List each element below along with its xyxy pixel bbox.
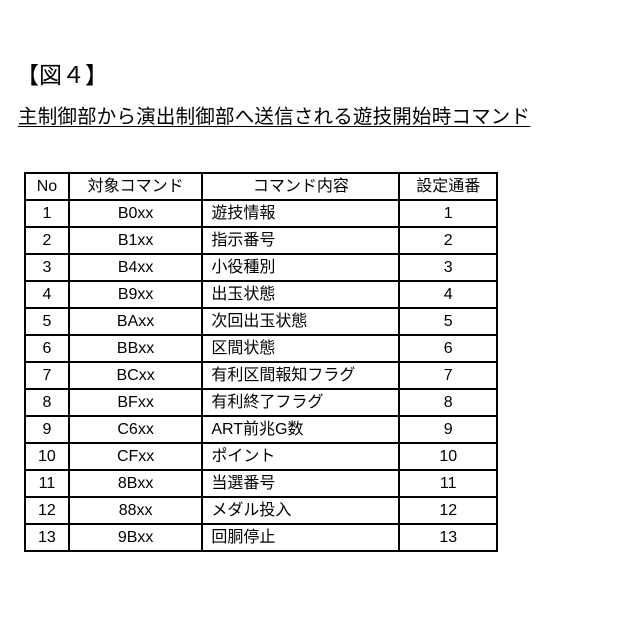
cell-no: 10 [25, 443, 69, 470]
cell-command-content: 次回出玉状態 [202, 308, 399, 335]
table-body: 1B0xx遊技情報12B1xx指示番号23B4xx小役種別34B9xx出玉状態4… [25, 200, 497, 551]
header-no: No [25, 173, 69, 200]
cell-command-content: 有利区間報知フラグ [202, 362, 399, 389]
cell-command-content: ポイント [202, 443, 399, 470]
cell-serial-number: 5 [399, 308, 497, 335]
table-row: 3B4xx小役種別3 [25, 254, 497, 281]
cell-target-command: 8Bxx [69, 470, 202, 497]
table-row: 1288xxメダル投入12 [25, 497, 497, 524]
cell-no: 11 [25, 470, 69, 497]
cell-target-command: BFxx [69, 389, 202, 416]
cell-serial-number: 6 [399, 335, 497, 362]
cell-no: 13 [25, 524, 69, 551]
cell-target-command: B1xx [69, 227, 202, 254]
cell-target-command: 88xx [69, 497, 202, 524]
cell-no: 1 [25, 200, 69, 227]
table-row: 2B1xx指示番号2 [25, 227, 497, 254]
cell-target-command: B0xx [69, 200, 202, 227]
cell-serial-number: 9 [399, 416, 497, 443]
cell-target-command: BCxx [69, 362, 202, 389]
table-row: 10CFxxポイント10 [25, 443, 497, 470]
cell-target-command: CFxx [69, 443, 202, 470]
command-table: No 対象コマンド コマンド内容 設定通番 1B0xx遊技情報12B1xx指示番… [24, 172, 498, 552]
header-command-content: コマンド内容 [202, 173, 399, 200]
cell-target-command: B4xx [69, 254, 202, 281]
cell-command-content: 区間状態 [202, 335, 399, 362]
table-row: 9C6xxART前兆G数9 [25, 416, 497, 443]
cell-command-content: ART前兆G数 [202, 416, 399, 443]
cell-no: 12 [25, 497, 69, 524]
cell-no: 6 [25, 335, 69, 362]
table-row: 6BBxx区間状態6 [25, 335, 497, 362]
cell-command-content: 当選番号 [202, 470, 399, 497]
cell-command-content: 小役種別 [202, 254, 399, 281]
cell-serial-number: 10 [399, 443, 497, 470]
cell-no: 4 [25, 281, 69, 308]
document-title: 主制御部から演出制御部へ送信される遊技開始時コマンド [18, 104, 530, 130]
cell-serial-number: 13 [399, 524, 497, 551]
cell-target-command: B9xx [69, 281, 202, 308]
cell-target-command: C6xx [69, 416, 202, 443]
cell-no: 2 [25, 227, 69, 254]
cell-command-content: 遊技情報 [202, 200, 399, 227]
header-serial-number: 設定通番 [399, 173, 497, 200]
cell-target-command: 9Bxx [69, 524, 202, 551]
header-target-command: 対象コマンド [69, 173, 202, 200]
cell-serial-number: 4 [399, 281, 497, 308]
cell-no: 5 [25, 308, 69, 335]
cell-command-content: 指示番号 [202, 227, 399, 254]
cell-serial-number: 1 [399, 200, 497, 227]
cell-target-command: BBxx [69, 335, 202, 362]
table-header-row: No 対象コマンド コマンド内容 設定通番 [25, 173, 497, 200]
cell-no: 3 [25, 254, 69, 281]
cell-no: 9 [25, 416, 69, 443]
table-row: 8BFxx有利終了フラグ8 [25, 389, 497, 416]
table-row: 4B9xx出玉状態4 [25, 281, 497, 308]
cell-target-command: BAxx [69, 308, 202, 335]
cell-serial-number: 11 [399, 470, 497, 497]
cell-serial-number: 2 [399, 227, 497, 254]
cell-command-content: メダル投入 [202, 497, 399, 524]
cell-command-content: 回胴停止 [202, 524, 399, 551]
cell-command-content: 有利終了フラグ [202, 389, 399, 416]
cell-serial-number: 12 [399, 497, 497, 524]
cell-no: 8 [25, 389, 69, 416]
cell-serial-number: 3 [399, 254, 497, 281]
table-row: 118Bxx当選番号11 [25, 470, 497, 497]
cell-no: 7 [25, 362, 69, 389]
table-row: 5BAxx次回出玉状態5 [25, 308, 497, 335]
cell-serial-number: 8 [399, 389, 497, 416]
table-row: 1B0xx遊技情報1 [25, 200, 497, 227]
figure-label: 【図４】 [16, 60, 108, 90]
cell-command-content: 出玉状態 [202, 281, 399, 308]
table-row: 7BCxx有利区間報知フラグ7 [25, 362, 497, 389]
cell-serial-number: 7 [399, 362, 497, 389]
table-row: 139Bxx回胴停止13 [25, 524, 497, 551]
